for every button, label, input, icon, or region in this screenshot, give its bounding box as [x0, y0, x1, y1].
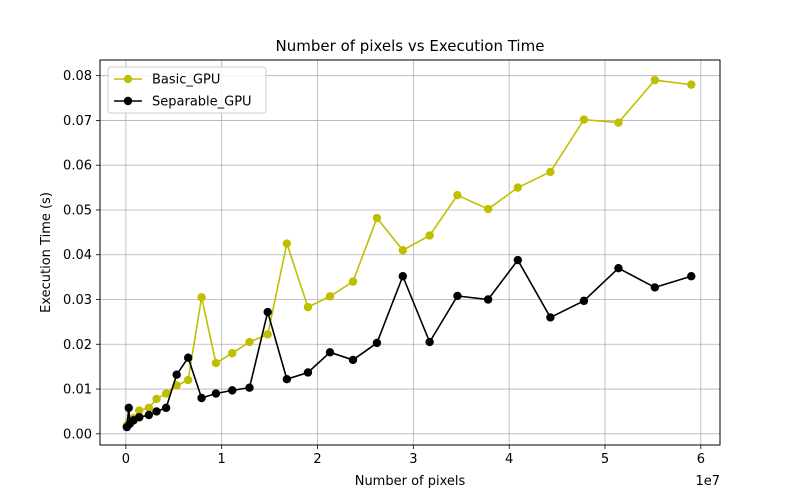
data-point [303, 368, 313, 377]
data-point [161, 389, 171, 398]
data-point [245, 383, 254, 392]
data-point [483, 204, 493, 214]
data-point [245, 337, 254, 347]
data-point [546, 313, 555, 322]
grid-lines [100, 60, 720, 445]
data-point [325, 348, 335, 357]
data-point [425, 337, 434, 347]
data-point [211, 358, 221, 368]
x-tick-label: 3 [409, 452, 417, 467]
y-tick-label: 0.08 [63, 69, 92, 84]
series-layer [122, 75, 696, 432]
x-tick-label: 6 [697, 452, 705, 467]
x-axis-offset-label: 1e7 [695, 474, 720, 489]
x-tick-label: 2 [313, 452, 321, 467]
chart-title: Number of pixels vs Execution Time [276, 37, 545, 55]
y-axis: 0.00 0.01 0.02 0.03 0.04 0.05 0.06 0.07 0.08 [63, 69, 100, 442]
legend: Basic_GPU Separable_GPU [107, 66, 267, 114]
y-tick-label: 0.05 [63, 203, 92, 218]
plot-frame [99, 59, 721, 446]
data-point [372, 213, 382, 223]
data-point [303, 302, 313, 312]
data-point [144, 403, 154, 413]
data-point [183, 375, 193, 385]
data-point [152, 407, 161, 416]
legend-marker [123, 96, 133, 106]
y-tick-label: 0.07 [63, 114, 92, 129]
x-tick-label: 5 [601, 452, 609, 467]
y-tick-label: 0.06 [63, 159, 92, 174]
legend-label: Basic_GPU [152, 73, 220, 88]
data-point [579, 115, 589, 124]
data-point [425, 231, 434, 240]
data-point [687, 272, 696, 281]
data-point [161, 403, 171, 413]
data-point [398, 246, 408, 255]
data-point [197, 393, 206, 403]
x-axis-label: Number of pixels [355, 474, 466, 489]
data-point [348, 277, 358, 286]
legend-marker [123, 74, 133, 84]
data-point [687, 80, 696, 89]
data-point [152, 394, 161, 404]
data-point [197, 293, 206, 302]
data-point [650, 283, 660, 292]
y-axis-label: Execution Time (s) [39, 192, 54, 313]
legend-label: Separable_GPU [152, 95, 252, 110]
y-tick-label: 0.04 [63, 248, 92, 263]
data-point [228, 349, 237, 358]
y-tick-label: 0.03 [63, 293, 92, 308]
data-point [453, 291, 462, 301]
data-point [372, 338, 382, 348]
series-separable-gpu [122, 255, 696, 432]
y-tick-label: 0.00 [63, 427, 92, 442]
data-point [513, 255, 523, 265]
data-point [579, 296, 589, 306]
x-axis: 0 1 2 3 4 5 6 [122, 445, 705, 467]
data-point [144, 410, 154, 420]
legend-item-separable-gpu: Separable_GPU [114, 95, 252, 110]
data-point [135, 406, 144, 415]
legend-item-basic-gpu: Basic_GPU [114, 73, 220, 88]
data-point [183, 353, 193, 362]
data-point [172, 370, 181, 379]
data-point [282, 239, 292, 248]
data-point [513, 183, 523, 192]
data-point [211, 389, 221, 398]
data-point [453, 190, 462, 200]
data-point [124, 403, 133, 413]
data-point [614, 263, 623, 273]
data-point [263, 330, 272, 339]
legend-box [107, 66, 267, 114]
data-point [263, 307, 272, 317]
data-point [348, 355, 358, 365]
data-point [325, 292, 335, 301]
data-point [546, 167, 555, 177]
y-tick-label: 0.02 [63, 338, 92, 353]
data-point [614, 118, 623, 127]
x-tick-label: 4 [505, 452, 513, 467]
x-tick-label: 0 [122, 452, 130, 467]
x-tick-label: 1 [218, 452, 226, 467]
data-point [282, 374, 292, 384]
data-point [228, 386, 237, 395]
data-point [135, 413, 144, 422]
data-point [650, 75, 660, 85]
y-tick-label: 0.01 [63, 383, 92, 398]
data-point [483, 295, 493, 304]
data-point [398, 272, 408, 281]
